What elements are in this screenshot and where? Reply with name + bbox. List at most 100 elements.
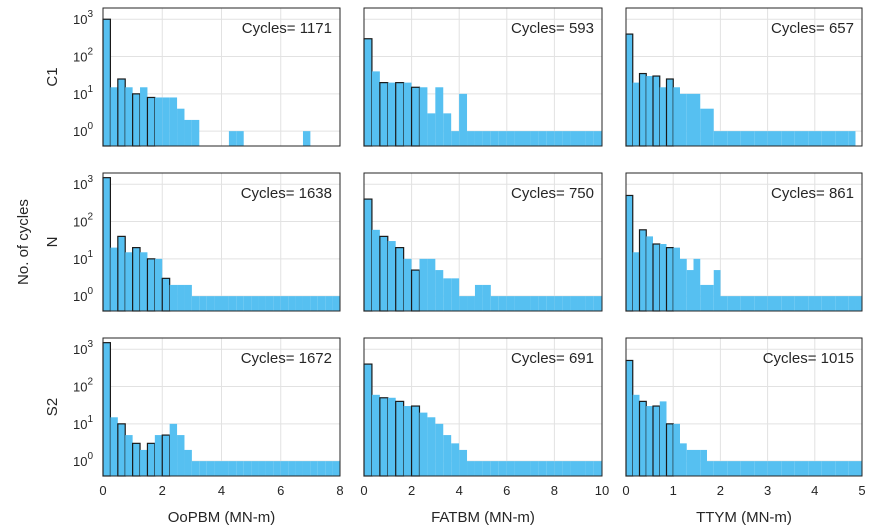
histogram-bar: [720, 296, 728, 311]
histogram-bar: [288, 296, 296, 311]
histogram-bar: [713, 131, 721, 146]
histogram-bar: [514, 131, 523, 146]
y-tick-base: 10: [73, 454, 87, 469]
histogram-bar: [774, 296, 782, 311]
histogram-bar: [570, 131, 578, 146]
histogram-bar: [154, 97, 163, 146]
histogram-bar: [646, 406, 653, 476]
histogram-bar: [546, 461, 555, 476]
histogram-bar: [828, 461, 836, 476]
histogram-bar: [169, 284, 178, 311]
histogram-bar: [467, 461, 475, 476]
x-tick-label: 3: [764, 483, 771, 498]
histogram-bar: [310, 461, 318, 476]
histogram-bar: [546, 296, 555, 311]
histogram-bar: [593, 461, 602, 476]
x-tick-label: 0: [99, 483, 106, 498]
histogram-bar: [727, 461, 734, 476]
x-tick-label: 2: [159, 483, 166, 498]
histogram-bar: [490, 131, 499, 146]
histogram-bar: [740, 131, 748, 146]
histogram-bar: [659, 401, 667, 476]
x-tick-label: 0: [622, 483, 629, 498]
histogram-bar: [169, 423, 178, 476]
histogram-bar: [562, 461, 571, 476]
histogram-bar: [706, 108, 714, 146]
histogram-bar: [562, 131, 571, 146]
histogram-bar: [808, 296, 815, 311]
histogram-bar: [317, 296, 326, 311]
x-axis-label: TTYM (MN-m): [696, 509, 792, 526]
histogram-bar: [451, 278, 460, 311]
x-tick-label: 10: [595, 483, 609, 498]
cycles-annotation: Cycles= 1638: [241, 185, 332, 202]
histogram-bar: [379, 235, 389, 312]
histogram-bar: [482, 131, 491, 146]
y-tick-label: 103: [73, 174, 93, 192]
axes-frame: [625, 7, 863, 147]
axes-frame: [102, 337, 341, 477]
histogram-bar: [325, 296, 333, 311]
histogram-bar: [747, 131, 755, 146]
histogram-bar: [443, 278, 452, 311]
y-tick-label: 102: [73, 47, 93, 65]
histogram-bar: [410, 405, 421, 477]
histogram-bar: [332, 296, 340, 311]
x-tick-label: 8: [336, 483, 343, 498]
histogram-bar: [855, 461, 863, 476]
histogram-bar: [490, 461, 499, 476]
histogram-bar: [693, 93, 701, 146]
histogram-bar: [814, 296, 822, 311]
histogram-bar: [228, 461, 237, 476]
histogram-bar: [427, 258, 436, 311]
histogram-bar: [760, 296, 768, 311]
histogram-bar: [419, 258, 428, 311]
histogram-bar: [659, 87, 667, 146]
histogram-bar: [467, 296, 475, 311]
histogram-bar: [443, 435, 452, 476]
histogram-bar: [184, 119, 192, 146]
histogram-bar: [530, 296, 539, 311]
histogram-bar: [387, 397, 396, 476]
cycles-annotation: Cycles= 657: [771, 20, 854, 37]
panel-c1-3: Cycles= 657: [625, 7, 863, 147]
histogram-bar: [686, 93, 694, 146]
axes-frame: [363, 7, 603, 147]
histogram-bar: [740, 296, 748, 311]
y-tick-base: 10: [73, 12, 87, 27]
y-tick-exponent: 0: [87, 286, 93, 297]
histogram-bar: [632, 252, 640, 311]
histogram-bar: [821, 296, 829, 311]
histogram-bar: [325, 461, 333, 476]
histogram-bar: [632, 394, 640, 476]
histogram-bar: [727, 131, 734, 146]
histogram-bar: [236, 461, 244, 476]
histogram-bar: [506, 296, 515, 311]
x-tick-label: 0: [360, 483, 367, 498]
histogram-bar: [140, 87, 148, 146]
histogram-bar: [363, 363, 373, 477]
panel-c1-2: Cycles= 593: [363, 7, 603, 147]
y-tick-label: 103: [73, 9, 93, 27]
axes-frame: [102, 7, 341, 147]
histogram-bar: [760, 461, 768, 476]
histogram-bar: [673, 247, 680, 311]
histogram-bar: [652, 243, 661, 312]
histogram-bar: [781, 131, 788, 146]
y-tick-label: 100: [73, 451, 93, 469]
histogram-bar: [646, 236, 653, 311]
histogram-bar: [828, 296, 836, 311]
y-tick-exponent: 2: [87, 47, 93, 58]
histogram-bar: [538, 131, 547, 146]
y-tick-exponent: 0: [87, 121, 93, 132]
histogram-bar: [585, 461, 594, 476]
histogram-bar: [720, 461, 728, 476]
histogram-bar: [258, 296, 266, 311]
histogram-bar: [693, 449, 701, 476]
histogram-bar: [177, 435, 185, 476]
histogram-bar: [585, 296, 594, 311]
axes-frame: [625, 172, 863, 312]
histogram-bar: [720, 131, 728, 146]
histogram-bar: [808, 131, 815, 146]
